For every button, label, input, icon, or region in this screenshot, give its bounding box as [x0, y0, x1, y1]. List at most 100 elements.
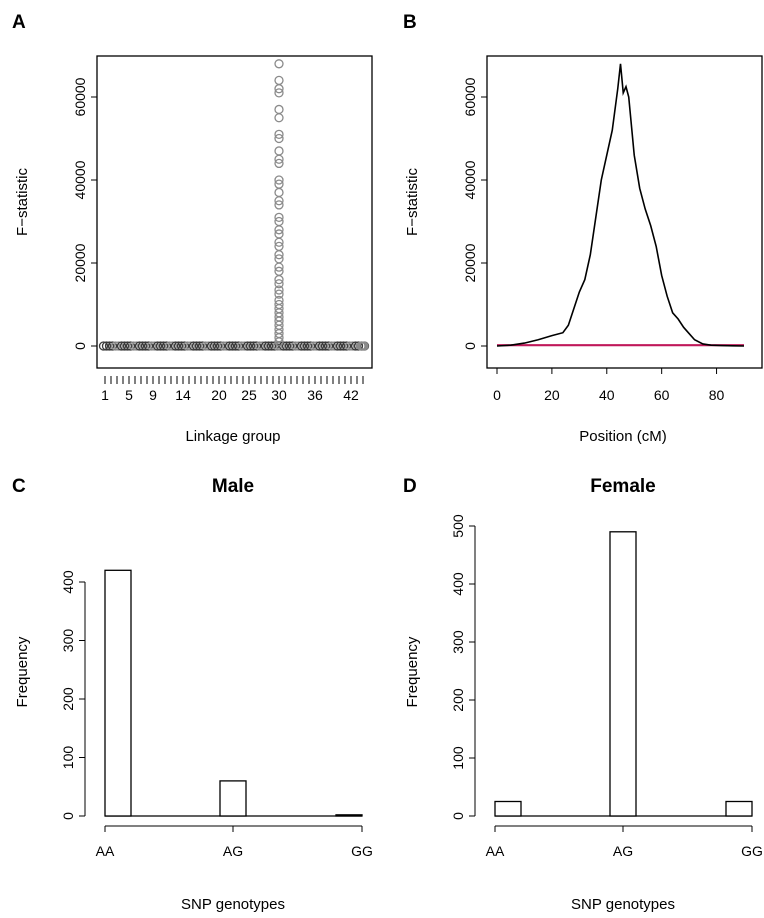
- panel-a-peak-point: [274, 285, 284, 295]
- panel-a-point: [281, 341, 292, 351]
- panel-c-ylabel: Frequency: [14, 636, 31, 707]
- panel-a-point: [242, 341, 253, 351]
- panel-a-peak-point: [274, 225, 284, 235]
- panel-a-peak-point: [274, 337, 284, 347]
- panel-a-point: [206, 341, 217, 351]
- panel-a-point: [212, 341, 223, 351]
- panel-a-xtick-label: 9: [149, 387, 157, 403]
- panel-d-bar: [494, 800, 522, 817]
- panel-a-point: [245, 341, 256, 351]
- panel-a-point: [98, 341, 109, 351]
- panel-d-ytick-label: 400: [450, 572, 466, 596]
- panel-a-point: [251, 341, 262, 351]
- panel-a-peak-point: [274, 237, 284, 247]
- panel-c-bar: [104, 569, 132, 817]
- panel-a-point: [113, 341, 124, 351]
- panel-a-point: [158, 341, 169, 351]
- panel-d-ytick-label: 0: [450, 812, 466, 820]
- panel-c-xtick-label: AA: [96, 843, 115, 859]
- panel-d-xlabel: SNP genotypes: [571, 896, 675, 913]
- panel-a-point: [341, 341, 352, 351]
- panel-a-point: [104, 341, 115, 351]
- panel-a-peak-point: [274, 129, 284, 140]
- panel-b-xtick-label: 60: [654, 387, 670, 403]
- panel-c-ytick-label: 200: [60, 687, 76, 711]
- panel-a-peak-point: [274, 158, 284, 169]
- panel-a-point: [119, 341, 130, 351]
- panel-d-bar: [725, 800, 753, 817]
- panel-a-peak-point: [274, 113, 284, 123]
- panel-letter-c: C: [12, 476, 26, 497]
- panel-c-ytick-label: 300: [60, 629, 76, 653]
- panel-b-xtick-label: 0: [493, 387, 501, 403]
- panel-d-ytick-label: 300: [450, 630, 466, 654]
- panel-a-point: [194, 341, 205, 351]
- panel-a-peak-point: [274, 59, 284, 69]
- panel-a-peak-point: [274, 146, 284, 156]
- panel-a-point: [257, 341, 268, 351]
- panel-a-ytick-label: 60000: [72, 77, 88, 116]
- panel-a-point: [224, 341, 235, 351]
- panel-a-point: [176, 341, 187, 351]
- panel-c-ytick-label: 0: [60, 812, 76, 820]
- panel-letter-d: D: [403, 476, 417, 497]
- panel-a-point: [302, 341, 313, 351]
- panel-a-point: [332, 341, 343, 351]
- panel-a-peak-point: [274, 279, 284, 289]
- panel-c-bar: [219, 780, 247, 817]
- panel-d-ytick-label: 500: [450, 514, 466, 538]
- panel-a-peak-point: [274, 84, 284, 94]
- panel-d-xtick-label: GG: [741, 843, 763, 859]
- panel-b-ytick-label: 0: [462, 342, 478, 350]
- panel-a-point: [164, 341, 175, 351]
- panel-b-xlabel: Position (cM): [579, 428, 667, 445]
- panel-a-point: [101, 341, 112, 351]
- panel-c-ytick-label: 100: [60, 746, 76, 770]
- panel-a-point: [308, 341, 319, 351]
- panel-a-point: [179, 341, 190, 351]
- panel-a-peak-point: [274, 133, 284, 144]
- panel-a-peak-point: [274, 289, 284, 299]
- panel-a-point: [137, 341, 148, 351]
- panel-a-point: [140, 341, 151, 351]
- panel-d-xtick-label: AG: [613, 843, 633, 859]
- panel-a-xtick-label: 14: [175, 387, 191, 403]
- panel-a-point: [131, 341, 142, 351]
- panel-a-point: [188, 341, 199, 351]
- panel-c-bar: [335, 814, 363, 817]
- panel-a-xtick-label: 42: [343, 387, 359, 403]
- panel-a-point: [197, 341, 208, 351]
- panel-a-point: [236, 341, 247, 351]
- panel-a-peak-point: [274, 154, 284, 164]
- panel-a-point: [185, 341, 196, 351]
- panel-a-xtick-label: 5: [125, 387, 133, 403]
- panel-a-point: [215, 341, 226, 351]
- panel-a-point: [290, 341, 301, 351]
- panel-b-plot-frame: [486, 55, 763, 369]
- panel-d-bar: [609, 531, 637, 817]
- panel-a-point: [221, 341, 232, 351]
- panel-a-point: [284, 341, 295, 351]
- panel-d-ytick-label: 200: [450, 688, 466, 712]
- panel-a-point: [353, 341, 364, 351]
- panel-b-xtick-label: 80: [709, 387, 725, 403]
- panel-a-scatter: 0 20000 40000 60000 1 5 9 14 20 25 30 36 42: [72, 59, 370, 403]
- panel-a-plot-frame: [96, 55, 373, 369]
- panel-a-point: [266, 341, 277, 351]
- panel-a-point: [239, 341, 250, 351]
- panel-a-point: [122, 341, 133, 351]
- panel-a-point: [299, 341, 310, 351]
- panel-c-xtick-label: GG: [351, 843, 373, 859]
- panel-a-point: [233, 341, 244, 351]
- panel-c-bar-chart: 0 100 200 300 400 AA AG GG: [60, 569, 373, 859]
- panel-a-point: [152, 341, 163, 351]
- panel-a-point: [134, 341, 145, 351]
- panel-a-ytick-label: 20000: [72, 243, 88, 282]
- panel-d-bar-chart: 0 100 200 300 400 500 AA AG GG: [450, 514, 763, 859]
- panel-a-peak-point: [274, 187, 284, 198]
- panel-d-xtick-label: AA: [486, 843, 505, 859]
- panel-a-point: [161, 341, 172, 351]
- panel-a-peak-point: [274, 333, 284, 343]
- panel-c-ytick-label: 400: [60, 570, 76, 594]
- panel-a-peak-point: [274, 250, 284, 260]
